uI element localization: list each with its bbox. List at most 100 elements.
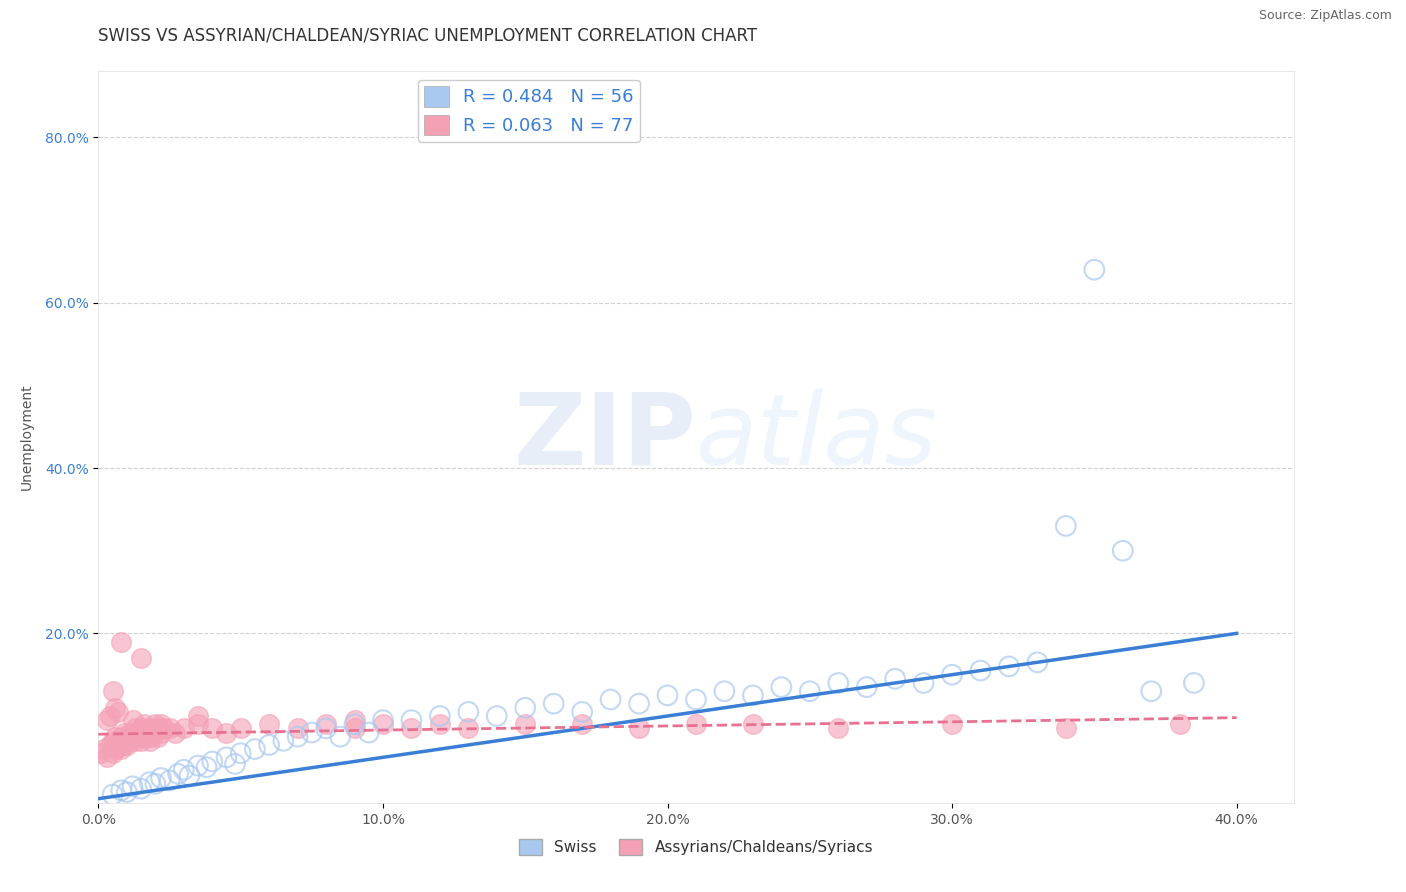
Point xyxy=(371,713,394,727)
Point xyxy=(1168,717,1191,731)
Point xyxy=(112,738,135,752)
Point xyxy=(90,746,112,760)
Point xyxy=(969,664,991,678)
Point xyxy=(401,713,423,727)
Point xyxy=(104,742,127,756)
Point xyxy=(287,722,309,736)
Point xyxy=(1054,722,1077,736)
Point xyxy=(124,734,146,748)
Point xyxy=(301,725,323,739)
Point xyxy=(118,734,141,748)
Point xyxy=(141,730,163,744)
Point xyxy=(243,742,266,756)
Point xyxy=(343,717,366,731)
Point xyxy=(104,700,127,714)
Point xyxy=(141,722,163,736)
Point xyxy=(107,734,129,748)
Point xyxy=(827,676,849,690)
Text: Source: ZipAtlas.com: Source: ZipAtlas.com xyxy=(1258,9,1392,22)
Point xyxy=(107,738,129,752)
Point xyxy=(124,722,146,736)
Point xyxy=(628,697,651,711)
Point xyxy=(343,722,366,736)
Point xyxy=(148,730,170,744)
Point xyxy=(329,730,352,744)
Point xyxy=(229,746,252,760)
Point xyxy=(273,734,295,748)
Point xyxy=(287,730,309,744)
Point xyxy=(98,738,121,752)
Point xyxy=(148,722,170,736)
Point xyxy=(429,717,451,731)
Point xyxy=(195,760,218,774)
Point xyxy=(159,773,181,788)
Point xyxy=(741,717,763,731)
Text: SWISS VS ASSYRIAN/CHALDEAN/SYRIAC UNEMPLOYMENT CORRELATION CHART: SWISS VS ASSYRIAN/CHALDEAN/SYRIAC UNEMPL… xyxy=(98,27,758,45)
Point xyxy=(165,725,187,739)
Point xyxy=(129,781,152,796)
Point xyxy=(138,725,160,739)
Point xyxy=(167,767,190,781)
Point xyxy=(713,684,735,698)
Point xyxy=(101,684,124,698)
Point xyxy=(104,730,127,744)
Point xyxy=(153,722,176,736)
Text: ZIP: ZIP xyxy=(513,389,696,485)
Point xyxy=(121,779,143,793)
Point xyxy=(98,709,121,723)
Point xyxy=(187,709,209,723)
Point xyxy=(110,783,132,797)
Point xyxy=(1083,262,1105,277)
Legend: Swiss, Assyrians/Chaldeans/Syriacs: Swiss, Assyrians/Chaldeans/Syriacs xyxy=(513,833,879,861)
Point xyxy=(429,709,451,723)
Point xyxy=(599,692,621,706)
Point xyxy=(115,785,138,799)
Point xyxy=(112,725,135,739)
Point xyxy=(1112,543,1135,558)
Point xyxy=(110,730,132,744)
Point xyxy=(150,771,173,785)
Point xyxy=(343,713,366,727)
Point xyxy=(129,730,152,744)
Point xyxy=(129,651,152,665)
Point xyxy=(457,722,479,736)
Point xyxy=(143,777,166,791)
Point xyxy=(215,725,238,739)
Text: atlas: atlas xyxy=(696,389,938,485)
Point xyxy=(135,730,157,744)
Point xyxy=(110,742,132,756)
Point xyxy=(150,717,173,731)
Point xyxy=(543,697,565,711)
Point xyxy=(150,725,173,739)
Y-axis label: Unemployment: Unemployment xyxy=(20,384,34,491)
Point xyxy=(187,717,209,731)
Point xyxy=(224,756,246,771)
Point xyxy=(187,758,209,772)
Point xyxy=(201,755,224,769)
Point xyxy=(96,713,118,727)
Point xyxy=(110,634,132,648)
Point xyxy=(143,725,166,739)
Point xyxy=(941,667,963,681)
Point xyxy=(107,705,129,719)
Point xyxy=(121,713,143,727)
Point xyxy=(315,717,337,731)
Point xyxy=(229,722,252,736)
Point xyxy=(357,725,380,739)
Point xyxy=(215,750,238,764)
Point xyxy=(770,680,793,694)
Point xyxy=(1026,655,1049,669)
Point xyxy=(121,730,143,744)
Point xyxy=(143,717,166,731)
Point xyxy=(855,680,877,694)
Point xyxy=(515,717,537,731)
Point xyxy=(138,734,160,748)
Point xyxy=(173,722,195,736)
Point xyxy=(998,659,1021,673)
Point xyxy=(129,722,152,736)
Point xyxy=(121,725,143,739)
Point xyxy=(457,705,479,719)
Point xyxy=(741,689,763,703)
Point xyxy=(315,722,337,736)
Point xyxy=(657,689,679,703)
